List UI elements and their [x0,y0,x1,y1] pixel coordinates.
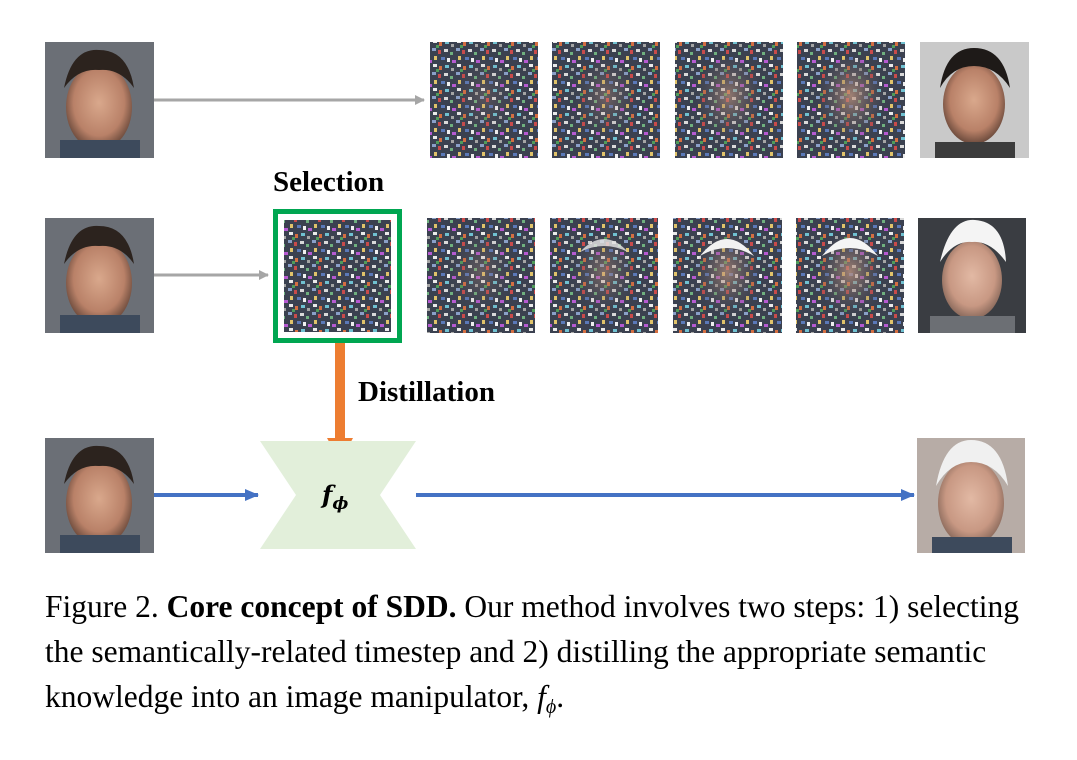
caption-title: Core concept of SDD. [166,589,457,624]
row-2-step-1 [427,218,535,333]
caption-text: Our method involves two steps: 1) select… [45,589,1020,714]
manipulator-subscript: ϕ [332,494,349,514]
manipulator-label: fϕ [322,480,348,514]
distillation-label: Distillation [358,376,495,408]
figure: Selection Distillation fϕ [45,42,1029,553]
selection-label: Selection [273,166,385,198]
caption-symbol: f [537,679,546,714]
row-1-step-4 [797,42,905,158]
row-1-step-2 [552,42,660,158]
row-1-step-3 [675,42,783,158]
row-2-step-4 [796,218,904,333]
row-3-input-face [45,438,154,553]
selection-box [273,209,402,343]
row-1-result [920,42,1029,158]
caption-subscript: ϕ [545,696,557,718]
row-1-input-face [45,42,154,158]
row-2-input-face [45,218,154,333]
row-3-result [917,438,1025,553]
manipulator-block [260,441,416,549]
row-2-result [918,218,1026,333]
selected-timestep [273,209,402,343]
row-2-step-2 [550,218,658,333]
figure-diagram [45,42,1029,553]
caption-end: . [556,679,565,714]
row-1-step-1 [430,42,538,158]
caption-prefix: Figure 2. [45,589,159,624]
row-2-step-3 [673,218,782,333]
manipulator-symbol: f [322,480,333,509]
figure-caption: Figure 2. Core concept of SDD. Our metho… [45,584,1045,730]
